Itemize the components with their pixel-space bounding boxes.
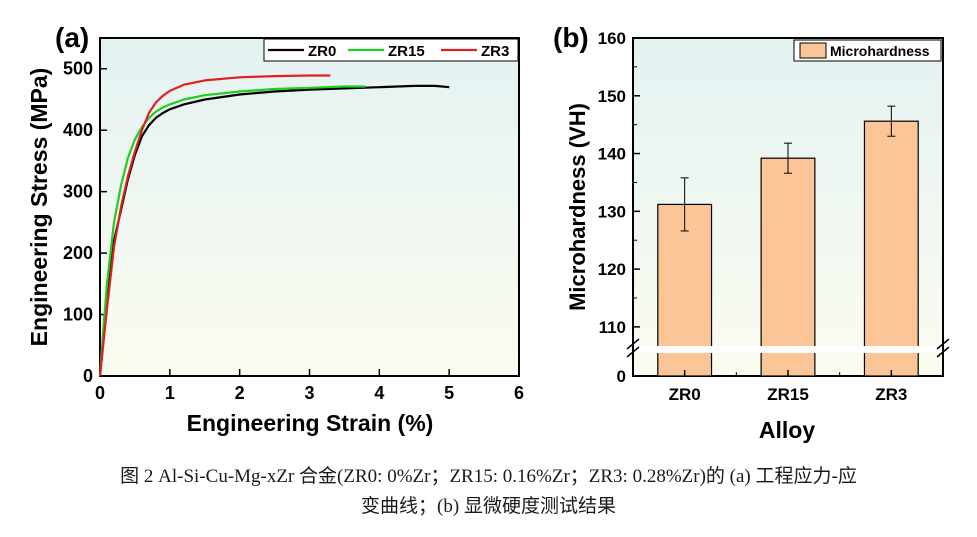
panel-b-y-tick-label: 150	[598, 87, 626, 106]
legend-label-zr0: ZR0	[308, 43, 336, 60]
panel-a-legend: ZR0 ZR15 ZR3	[263, 38, 519, 62]
panel-b-legend: Microhardness	[793, 39, 942, 62]
panel-b-x-tick-label: ZR0	[669, 385, 701, 404]
caption-line-2: 变曲线；(b) 显微硬度测试结果	[361, 496, 616, 517]
panel-b-legend-box	[793, 39, 942, 62]
panel-a-x-tick-label: 5	[444, 383, 454, 403]
series-line-zr3	[98, 74, 331, 377]
bar-zr3	[863, 120, 919, 377]
panel-a: (a) 0 100 200 300 400 500 0 1 2 3 4 5 6 Engineering…	[26, 22, 524, 436]
panel-b-y-tick-label: 140	[598, 145, 626, 164]
axis-break-mark-right-1	[936, 338, 950, 350]
panel-b: (b) 0 110 120 130 140 150 160 ZR0 ZR15 ZR3 Alloy…	[553, 22, 950, 443]
panel-b-legend-swatch	[799, 42, 827, 59]
panel-b-legend-label: Microhardness	[830, 43, 930, 59]
panel-a-series	[98, 74, 450, 377]
legend-label-zr15: ZR15	[388, 43, 425, 60]
panel-b-label: (b)	[553, 22, 589, 53]
series-line-zr15	[98, 85, 366, 377]
legend-label-zr3: ZR3	[481, 43, 509, 60]
panel-b-x-tick-label: ZR15	[767, 385, 809, 404]
panel-a-y-tick-label: 500	[63, 59, 93, 79]
panel-b-y-tick-label: 120	[598, 260, 626, 279]
panel-a-x-tick-label: 6	[514, 383, 524, 403]
panel-a-y-tick-label: 0	[83, 366, 93, 386]
panel-b-y-tick-label: 110	[599, 318, 626, 337]
panel-a-x-tick-label: 0	[95, 383, 105, 403]
panel-a-legend-items: ZR0 ZR15 ZR3	[268, 43, 509, 60]
panel-a-x-tick-label: 1	[165, 383, 175, 403]
axis-break-gap	[634, 346, 942, 353]
panel-b-y-ticks: 0 110 120 130 140 150 160	[598, 29, 640, 386]
panel-b-y-axis-label: Microhardness (VH)	[565, 103, 590, 311]
panel-b-x-tick-label: ZR3	[875, 385, 907, 404]
panel-b-y-tick-label: 160	[598, 29, 626, 48]
panel-b-y-tick-label: 0	[617, 367, 626, 386]
axis-break-mark-left-2	[626, 346, 640, 358]
panel-b-x-axis-label: Alloy	[759, 417, 815, 443]
panel-b-bars	[657, 105, 919, 377]
panel-a-y-axis-label: Engineering Stress (MPa)	[26, 68, 52, 347]
figure-caption: 图 2 Al-Si-Cu-Mg-xZr 合金(ZR0: 0%Zr；ZR15: 0…	[0, 462, 977, 522]
panel-a-y-tick-label: 200	[63, 243, 93, 263]
panel-b-x-ticks: ZR0 ZR15 ZR3	[669, 370, 907, 404]
panel-a-y-ticks: 0 100 200 300 400 500	[63, 59, 107, 386]
axis-break-mark-left-1	[626, 338, 640, 350]
panel-a-legend-box	[263, 38, 519, 62]
panel-a-y-tick-label: 300	[63, 182, 93, 202]
panel-a-x-ticks: 0 1 2 3 4 5 6	[95, 369, 524, 403]
figure: (a) 0 100 200 300 400 500 0 1 2 3 4 5 6 Engineering…	[26, 22, 950, 443]
panel-a-y-tick-label: 100	[63, 305, 93, 325]
panel-a-y-tick-label: 400	[63, 120, 93, 140]
panel-a-x-tick-label: 3	[304, 383, 314, 403]
axis-break-mark-right-2	[936, 346, 950, 358]
panel-a-x-tick-label: 2	[235, 383, 245, 403]
panel-a-label: (a)	[55, 22, 89, 53]
panel-b-y-tick-label: 130	[598, 202, 626, 221]
caption-line-1: 图 2 Al-Si-Cu-Mg-xZr 合金(ZR0: 0%Zr；ZR15: 0…	[120, 466, 857, 487]
bar-zr15	[760, 157, 816, 377]
panel-a-x-tick-label: 4	[374, 383, 384, 403]
panel-b-axis-break	[626, 338, 950, 358]
panel-a-plot-area	[99, 37, 520, 377]
panel-a-x-axis-label: Engineering Strain (%)	[187, 410, 434, 436]
